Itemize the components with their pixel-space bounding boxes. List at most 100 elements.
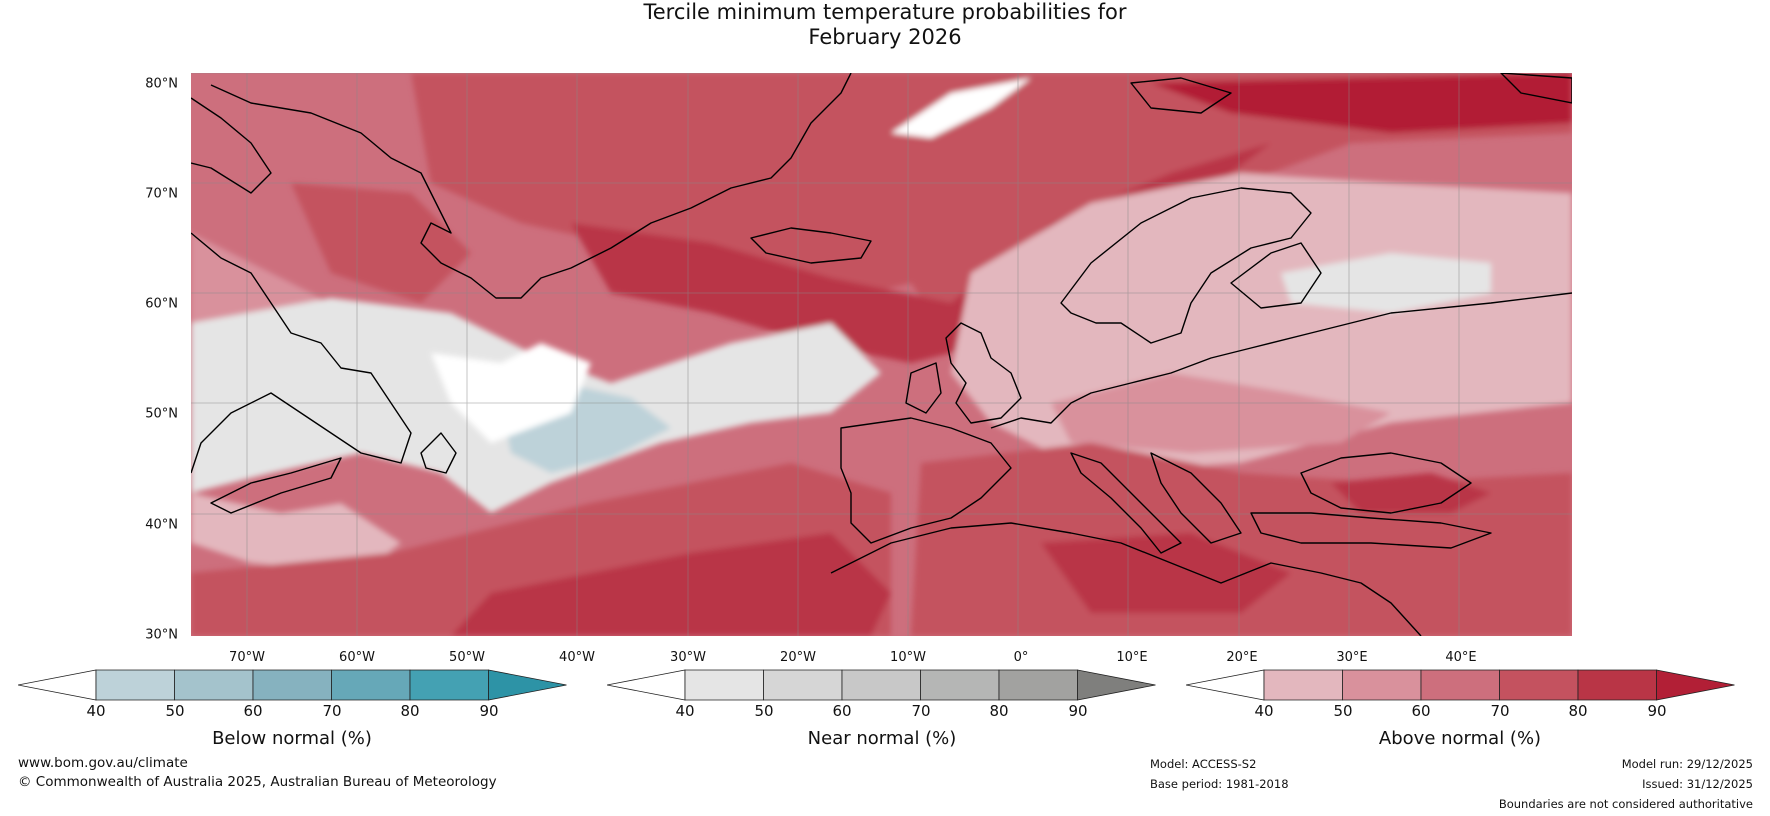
lon-label: 20°W bbox=[780, 650, 816, 665]
coastline-scandinavia bbox=[1060, 187, 1312, 344]
colorbar-tick: 70 bbox=[911, 702, 931, 720]
footer-disclaimer: Boundaries are not considered authoritat… bbox=[1498, 797, 1753, 811]
colorbar-segment bbox=[1577, 669, 1657, 701]
footer-copyright: © Commonwealth of Australia 2025, Austra… bbox=[18, 774, 497, 790]
field-near-normal-arctic-streak bbox=[891, 78, 1031, 138]
coastline-balkans-greece bbox=[1150, 452, 1242, 544]
footer-model: Model: ACCESS-S2 bbox=[1150, 757, 1257, 771]
colorbar-tick: 80 bbox=[1568, 702, 1588, 720]
colorbar-tick: 60 bbox=[832, 702, 852, 720]
colorbar-segment bbox=[1420, 669, 1500, 701]
lon-label: 60°W bbox=[339, 650, 375, 665]
colorbar-segment bbox=[1263, 669, 1343, 701]
field-above-90-black-sea bbox=[1331, 473, 1491, 513]
footer-website: www.bom.gov.au/climate bbox=[18, 755, 188, 771]
colorbar-tick: 70 bbox=[322, 702, 342, 720]
coastline-mainland-europe bbox=[990, 292, 1572, 429]
colorbar-tick: 90 bbox=[1647, 702, 1667, 720]
colorbar-segment bbox=[998, 669, 1078, 701]
colorbar-tick: 90 bbox=[479, 702, 499, 720]
colorbar-arrow-high bbox=[1077, 669, 1156, 701]
colorbar-tick: 80 bbox=[400, 702, 420, 720]
lon-label: 30°E bbox=[1336, 650, 1368, 665]
title-line-2: February 2026 bbox=[808, 25, 962, 49]
coastline-greenland bbox=[210, 73, 852, 299]
lon-label: 0° bbox=[1013, 650, 1029, 665]
map-svg bbox=[191, 73, 1572, 636]
field-near-normal-south bbox=[191, 493, 401, 573]
coastline-labrador bbox=[191, 232, 412, 474]
colorbar-segment bbox=[409, 669, 489, 701]
lon-label: 10°W bbox=[890, 650, 926, 665]
colorbar-tick: 40 bbox=[86, 702, 106, 720]
coastline-newfoundland bbox=[420, 432, 457, 474]
lat-label: 40°N bbox=[145, 517, 178, 533]
colorbar-below-normal bbox=[18, 669, 567, 701]
coastline-iberia bbox=[840, 417, 1012, 544]
lon-label: 30°W bbox=[670, 650, 706, 665]
field-above-80-greenland bbox=[291, 183, 471, 303]
lon-label: 40°E bbox=[1445, 650, 1477, 665]
colorbar-tick: 50 bbox=[754, 702, 774, 720]
coastlines bbox=[191, 73, 1572, 636]
colorbar-near-normal bbox=[607, 669, 1156, 701]
field-above-90-north-atlantic bbox=[571, 143, 1271, 363]
coastline-baffin bbox=[191, 97, 272, 194]
coastline-iceland bbox=[750, 227, 872, 264]
coastline-ireland bbox=[905, 362, 942, 414]
coastline-finland bbox=[1230, 242, 1322, 309]
colorbar-arrow-high bbox=[1656, 669, 1735, 701]
lon-label: 40°W bbox=[559, 650, 595, 665]
lat-label: 50°N bbox=[145, 406, 178, 422]
coastline-black-sea bbox=[1300, 452, 1472, 514]
colorbar-segment bbox=[174, 669, 254, 701]
colorbar-segment bbox=[1342, 669, 1422, 701]
lon-label: 50°W bbox=[449, 650, 485, 665]
colorbar-tick: 80 bbox=[989, 702, 1009, 720]
footer-base-period: Base period: 1981-2018 bbox=[1150, 777, 1289, 791]
coastline-north-africa bbox=[830, 522, 1422, 636]
coastline-turkey bbox=[1250, 512, 1492, 549]
field-above-90-libya bbox=[1041, 533, 1291, 613]
colorbar-label-below: Below normal (%) bbox=[212, 728, 372, 749]
colorbar-tick: 60 bbox=[1411, 702, 1431, 720]
colorbar-tick: 50 bbox=[1333, 702, 1353, 720]
coastline-novaya-zemlya bbox=[1500, 73, 1572, 104]
colorbar-segment bbox=[920, 669, 1000, 701]
colorbar-arrow-low bbox=[18, 669, 97, 701]
coastline-italy bbox=[1070, 452, 1182, 554]
lat-label: 70°N bbox=[145, 186, 178, 202]
graticule bbox=[191, 73, 1572, 636]
colorbar-arrow-low bbox=[1186, 669, 1265, 701]
coastline-britain bbox=[945, 322, 1022, 424]
colorbar-tick: 70 bbox=[1490, 702, 1510, 720]
colorbar-segment bbox=[1499, 669, 1579, 701]
colorbar-segment bbox=[331, 669, 411, 701]
lat-label: 60°N bbox=[145, 296, 178, 312]
field-near-normal-russia bbox=[1281, 253, 1491, 313]
colorbar-tick: 90 bbox=[1068, 702, 1088, 720]
colorbar-tick: 40 bbox=[1254, 702, 1274, 720]
colorbar-segment bbox=[252, 669, 332, 701]
coastline-nova-scotia bbox=[210, 457, 342, 514]
lon-label: 70°W bbox=[229, 650, 265, 665]
colorbar-segment bbox=[95, 669, 175, 701]
colorbar-above-normal bbox=[1186, 669, 1735, 701]
field-above-60-central-europe bbox=[1051, 373, 1391, 453]
colorbar-segment bbox=[841, 669, 921, 701]
field-above-90-arctic bbox=[1151, 73, 1572, 133]
colorbar-label-near: Near normal (%) bbox=[807, 728, 957, 749]
coastline-svalbard bbox=[1130, 77, 1232, 114]
colorbar-tick: 50 bbox=[165, 702, 185, 720]
lon-label: 20°E bbox=[1226, 650, 1258, 665]
lat-label: 30°N bbox=[145, 627, 178, 643]
probability-map bbox=[191, 73, 1572, 636]
colorbar-segment bbox=[763, 669, 843, 701]
footer-model-run: Model run: 29/12/2025 bbox=[1621, 757, 1753, 771]
title-line-1: Tercile minimum temperature probabilitie… bbox=[643, 0, 1127, 24]
field-above-80-north bbox=[411, 73, 1572, 343]
field-near-normal-white bbox=[431, 343, 591, 443]
field-above-90-south bbox=[451, 533, 891, 636]
lon-label: 10°E bbox=[1116, 650, 1148, 665]
colorbar-arrow-high bbox=[488, 669, 567, 701]
